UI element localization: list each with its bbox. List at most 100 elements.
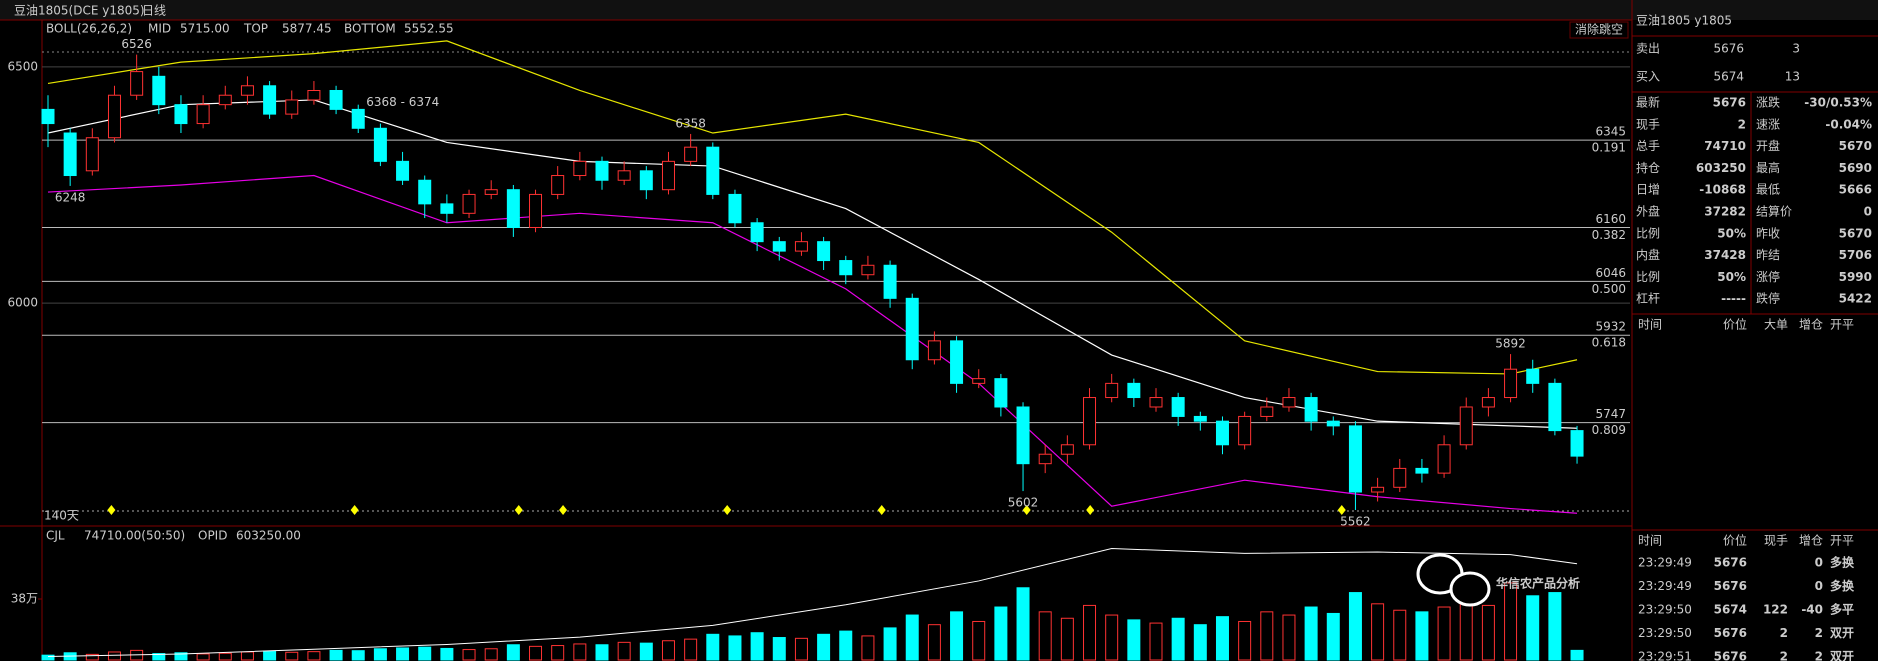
candle-body — [1326, 420, 1340, 427]
volume-bar — [440, 647, 454, 661]
candle-body — [1083, 397, 1097, 446]
stat-label: 开盘 — [1756, 138, 1780, 153]
trade-type: 多平 — [1830, 602, 1854, 617]
volume-current: 74710.00(50:50) — [84, 529, 185, 543]
candle-body — [883, 264, 897, 299]
candle-body — [1371, 486, 1385, 493]
quote-price: 5676 — [1713, 42, 1744, 56]
level-price: 6345 — [1595, 125, 1626, 139]
candle-body — [396, 160, 410, 181]
candle-body — [1415, 467, 1429, 474]
candle-body — [1038, 453, 1052, 465]
volume-bar — [240, 651, 254, 661]
volume-bar — [1083, 604, 1097, 661]
price-annotation: 6358 — [675, 116, 706, 130]
trade-price: 5674 — [1714, 603, 1747, 617]
quote-price: 5674 — [1713, 70, 1744, 84]
stat-label: 最低 — [1756, 183, 1780, 197]
table-header: 现手 — [1764, 534, 1788, 548]
signal-marker — [1337, 505, 1346, 515]
level-price: 6160 — [1595, 212, 1626, 226]
candle-body — [218, 94, 232, 106]
price-annotation: 5892 — [1495, 337, 1526, 351]
volume-bar — [1282, 614, 1296, 661]
stat-label: 内盘 — [1636, 247, 1660, 262]
stat-value: 74710 — [1704, 139, 1746, 153]
volume-bar — [1215, 616, 1229, 661]
stat-value: -10868 — [1699, 183, 1746, 197]
volume-label: CJL — [46, 529, 65, 543]
volume-bar — [263, 650, 277, 661]
stat-label: 昨结 — [1756, 248, 1780, 262]
stat-label: 结算价 — [1756, 204, 1792, 219]
candle-body — [1570, 430, 1584, 457]
candle-body — [950, 340, 964, 384]
candle-body — [1282, 397, 1296, 408]
boll-line — [47, 99, 1578, 429]
signal-marker — [1022, 505, 1031, 515]
candle-body — [1260, 406, 1274, 417]
boll-name: BOTTOM — [344, 22, 396, 36]
volume-bar — [905, 614, 919, 661]
candle-body — [1016, 406, 1030, 465]
table-header: 价位 — [1723, 317, 1747, 332]
volume-bar — [1060, 617, 1074, 661]
signal-marker — [559, 505, 568, 515]
y-tick-label: 6500 — [7, 59, 38, 73]
watermark: 华信农产品分析 — [1496, 576, 1580, 591]
table-header: 大单 — [1764, 318, 1788, 332]
price-annotation: 5562 — [1340, 514, 1371, 528]
volume-bar — [950, 611, 964, 661]
stat-value: -0.04% — [1825, 117, 1872, 131]
opid-current: 603250.00 — [236, 529, 301, 543]
candle-body — [1105, 382, 1119, 399]
candle-body — [905, 297, 919, 361]
volume-bar — [1348, 592, 1362, 661]
candle-body — [972, 378, 986, 384]
candle-body — [63, 132, 77, 177]
level-ratio: 0.809 — [1592, 423, 1626, 437]
period-select[interactable]: 日线 — [142, 4, 166, 18]
gap-button-frame[interactable] — [1569, 21, 1629, 39]
boll-label: BOLL(26,26,2) — [46, 22, 132, 36]
y-tick-label: 6000 — [7, 296, 38, 310]
stat-label: 杠杆 — [1636, 291, 1660, 306]
price-annotation: 6526 — [121, 37, 152, 51]
volume-bar — [107, 651, 121, 661]
candle-body — [794, 241, 808, 252]
candle-body — [1437, 444, 1451, 474]
volume-bar — [684, 638, 698, 661]
stat-label: 日增 — [1636, 183, 1660, 197]
candle-body — [994, 378, 1008, 408]
volume-bar — [1016, 587, 1030, 661]
candle-body — [839, 260, 853, 276]
stat-label: 持仓 — [1636, 160, 1660, 175]
gap-button[interactable]: 消除跳空 — [1575, 22, 1623, 37]
candle-body — [728, 193, 742, 224]
volume-bar — [41, 654, 55, 661]
signal-marker — [723, 505, 732, 515]
level-ratio: 0.618 — [1592, 336, 1626, 350]
candle-body — [927, 340, 941, 361]
volume-bar — [506, 644, 520, 661]
symbol-title: 豆油1805(DCE y1805) — [14, 4, 145, 18]
stat-label: 比例 — [1636, 270, 1660, 284]
candle-body — [462, 193, 476, 214]
trade-qty: 2 — [1780, 626, 1788, 640]
candle-body — [1526, 368, 1540, 384]
trade-oi: 0 — [1815, 556, 1823, 570]
volume-bar — [85, 653, 99, 661]
volume-bar — [794, 637, 808, 661]
candle-body — [152, 75, 166, 106]
level-ratio: 0.191 — [1592, 141, 1626, 155]
candle-body — [130, 71, 144, 96]
trade-time: 23:29:50 — [1638, 603, 1692, 617]
volume-bar — [196, 653, 210, 661]
signal-marker — [514, 505, 523, 515]
volume-bar — [307, 651, 321, 661]
stat-value: 0 — [1864, 205, 1872, 219]
stat-label: 跌停 — [1756, 291, 1780, 306]
volume-bar — [1481, 604, 1495, 661]
volume-bar — [1548, 592, 1562, 661]
trade-qty: 122 — [1763, 603, 1788, 617]
